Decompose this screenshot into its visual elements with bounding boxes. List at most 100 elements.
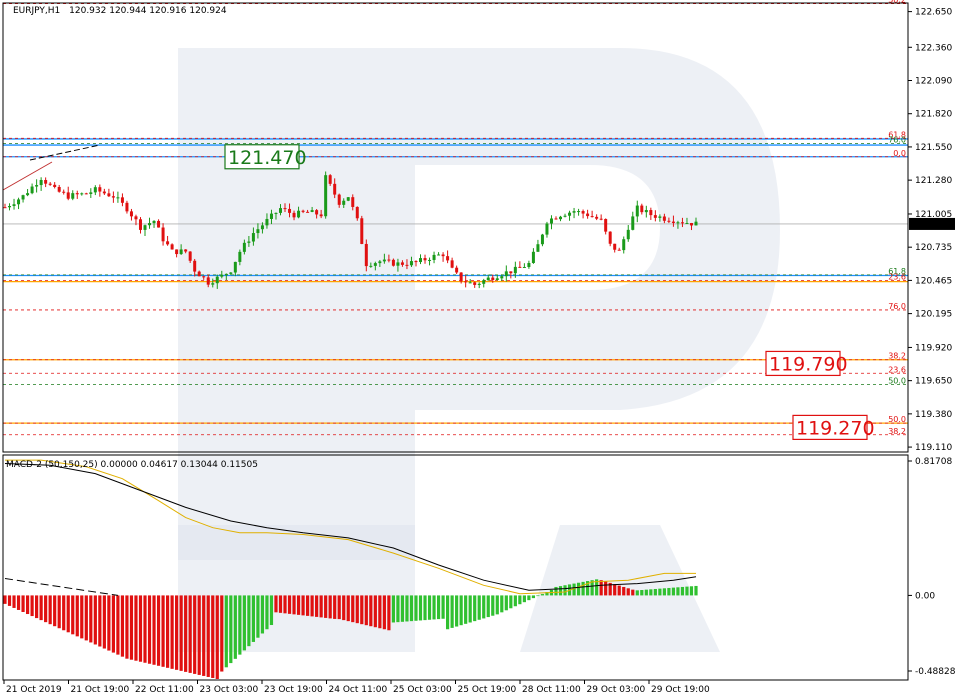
candle-body [337,194,341,205]
macd-histogram-bar [418,595,423,621]
macd-histogram-bar [671,587,676,596]
price-tick-label: 122.650 [915,8,952,18]
macd-histogram-bar [125,595,129,659]
candle-body [310,210,314,212]
time-tick-label: 25 Oct 19:00 [458,685,517,695]
macd-histogram-bar [590,580,594,596]
macd-histogram-bar [622,586,626,596]
candle-body [120,197,124,203]
candle-body [224,273,228,275]
candle-body [21,195,25,200]
macd-histogram-bar [305,595,310,616]
macd-histogram-bar [57,595,61,629]
macd-histogram-bar [504,595,508,611]
candle-body [428,259,432,261]
candle-body [152,220,156,224]
macd-histogram-bar [676,587,680,596]
macd-histogram-bar [491,595,495,616]
macd-histogram-bar [21,595,25,612]
candle-body [62,191,66,193]
candle-body [84,193,88,195]
macd-panel[interactable] [3,459,698,679]
price-tick-label: 119.380 [915,410,952,420]
macd-histogram-bar [554,586,558,596]
fib-level-label: 61.8 [888,267,906,276]
candle-body [251,233,255,242]
macd-histogram-bar [170,595,174,669]
candle-body [640,205,644,213]
macd-histogram-bar [84,595,88,641]
candle-body [527,262,531,268]
price-tick-label: 122.360 [915,43,952,53]
candle-body [536,244,540,252]
macd-histogram-bar [640,590,644,596]
candle-body [373,263,377,266]
time-tick-label: 21 Oct 19:00 [71,685,130,695]
macd-histogram-bar [432,595,436,620]
candle-body [328,175,332,184]
macd-header: MACD-2 (50,150,25) 0.00000 0.04617 0.130… [6,460,258,470]
macd-histogram-bar [378,595,382,629]
candle-body [572,211,576,213]
price-tick-label: 119.110 [915,443,952,453]
candle-body [671,221,675,223]
macd-histogram-bar [310,595,314,617]
macd-histogram-bar [536,595,540,597]
candle-body [292,212,296,218]
macd-histogram-bar [373,595,377,628]
macd-histogram-bar [147,595,152,664]
candle-body [233,261,237,273]
candle-body [324,175,328,217]
candle-body [369,265,373,267]
fib-level-label: 50.0 [888,376,906,385]
fib-level-label: 0.0 [893,149,906,158]
macd-histogram-bar [251,595,255,642]
fib-level-label: 76.0 [888,135,906,144]
candle-body [274,212,278,214]
candle-body [161,227,165,242]
candle-body [477,283,481,285]
price-panel[interactable]: 38.261.876.00.061.823.676.038.223.650.05… [2,0,955,440]
macd-main-line-dashed [4,578,118,596]
candle-body [8,206,12,208]
macd-histogram-bar [635,590,639,596]
candle-body [44,180,48,184]
candle-body [3,207,7,209]
candle-body [689,223,693,226]
candle-body [26,193,30,196]
candle-body [157,220,161,228]
candle-body [540,234,544,245]
macd-histogram-bar [595,579,599,596]
macd-histogram-bar [116,595,120,655]
macd-histogram-bar [319,595,323,618]
candle-body [545,223,549,235]
macd-histogram-bar [396,595,400,623]
candle-body [333,183,337,195]
macd-histogram-bar [188,595,192,673]
candle-body [518,266,522,268]
macd-histogram-bar [400,595,405,622]
fib-level-label: 23.6 [888,365,906,374]
macd-histogram-bar [513,595,517,607]
macd-histogram-bar [604,581,608,596]
macd-histogram-bar [409,595,414,622]
candle-body [419,258,423,263]
macd-histogram-bar [229,595,233,664]
macd-histogram-bar [369,595,373,627]
macd-histogram-bar [599,580,603,596]
price-tick-label: 119.920 [915,343,952,353]
candle-body [513,266,517,274]
macd-histogram-bar [563,585,567,596]
candle-body [238,251,242,262]
candle-body [93,187,97,193]
candle-body [613,243,617,250]
candle-body [301,210,305,212]
price-frame [2,2,909,453]
macd-histogram-bar [165,595,170,668]
macd-histogram-bar [39,595,43,621]
candle-body [568,212,572,216]
watermark-letter [178,48,780,560]
macd-histogram-bar [355,595,359,624]
macd-histogram-bar [265,595,269,630]
